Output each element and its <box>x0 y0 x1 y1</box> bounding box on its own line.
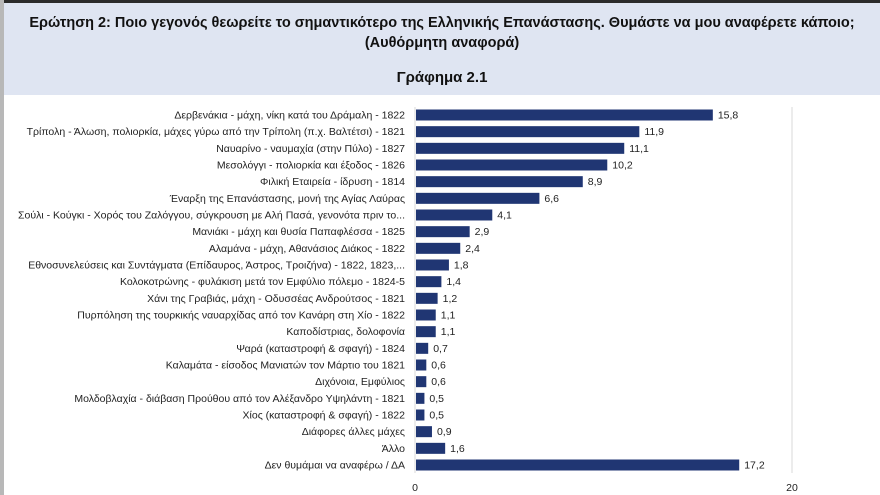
data-label: 1,8 <box>454 260 469 272</box>
top-border <box>0 0 880 3</box>
bar <box>416 226 470 238</box>
bar <box>416 126 640 138</box>
data-label: 8,9 <box>588 176 603 188</box>
category-label: Χίος (καταστροφή & σφαγή) - 1822 <box>243 410 406 422</box>
category-label: Αλαμάνα - μάχη, Αθανάσιος Διάκος - 1822 <box>209 243 405 255</box>
category-label: Μεσολόγγι - πολιορκία και έξοδος - 1826 <box>217 160 405 172</box>
category-label: Καποδίστριας, δολοφονία <box>286 326 405 338</box>
category-label: Καλαμάτα - είσοδος Μανιατών τον Μάρτιο τ… <box>166 360 405 372</box>
category-label: Ψαρά (καταστροφή & σφαγή) - 1824 <box>236 343 405 355</box>
category-label: Πυρπόληση της τουρκικής ναυαρχίδας από τ… <box>77 310 405 322</box>
category-label: Εθνοσυνελεύσεις και Συντάγματα (Επίδαυρο… <box>28 260 405 272</box>
category-label: Ναυαρίνο - ναυμαχία (στην Πύλο) - 1827 <box>216 143 405 155</box>
bar <box>416 109 713 121</box>
chart-header: Ερώτηση 2: Ποιο γεγονός θεωρείτε το σημα… <box>4 3 880 95</box>
bar <box>416 426 432 438</box>
bar <box>416 242 461 254</box>
bar <box>416 442 446 454</box>
category-label: Άλλο <box>382 443 405 455</box>
category-label: Δεν θυμάμαι να αναφέρω / ΔΑ <box>265 460 405 472</box>
bar <box>416 259 449 271</box>
data-label: 0,6 <box>431 376 446 388</box>
bar <box>416 392 425 404</box>
bar <box>416 409 425 421</box>
x-tick-label: 20 <box>786 482 798 494</box>
data-label: 1,4 <box>446 276 461 288</box>
category-label: Δερβενάκια - μάχη, νίκη κατά του Δράμαλη… <box>174 110 405 122</box>
question-line: Ερώτηση 2: Ποιο γεγονός θεωρείτε το σημα… <box>29 15 855 31</box>
data-label: 17,2 <box>744 460 765 472</box>
bar <box>416 342 429 354</box>
data-label: 11,1 <box>629 143 649 155</box>
chart-title: Γράφημα 2.1 <box>396 69 488 86</box>
data-label: 0,6 <box>431 360 446 372</box>
category-label: Διάφορες άλλες μάχες <box>302 426 405 438</box>
bar <box>416 326 436 338</box>
data-label: 1,1 <box>441 310 456 322</box>
bar <box>416 209 493 221</box>
data-label: 1,1 <box>441 326 456 338</box>
x-tick-label: 0 <box>412 482 418 494</box>
data-label: 0,5 <box>429 393 444 405</box>
data-label: 15,8 <box>718 110 739 122</box>
bar <box>416 292 438 304</box>
category-label: Φιλική Εταιρεία - ίδρυση - 1814 <box>260 176 405 188</box>
data-label: 10,2 <box>612 160 633 172</box>
left-border <box>0 0 4 495</box>
data-label: 4,1 <box>497 210 512 222</box>
bar <box>416 192 540 204</box>
data-label: 2,4 <box>465 243 480 255</box>
bar <box>416 159 608 171</box>
category-label: Κολοκοτρώνης - φυλάκιση μετά τον Εμφύλιο… <box>120 276 405 288</box>
bar <box>416 459 740 471</box>
category-label: Τρίπολη - Άλωση, πολιορκία, μάχες γύρω α… <box>27 126 406 138</box>
category-label: Διχόνοια, Εμφύλιος <box>315 376 405 388</box>
category-label: Μολδοβλαχία - διάβαση Προύθου από τον Αλ… <box>74 393 405 405</box>
category-label: Σούλι - Κούγκι - Χορός του Ζαλόγγου, σύγ… <box>18 210 405 222</box>
data-label: 1,6 <box>450 443 465 455</box>
data-label: 0,5 <box>429 410 444 422</box>
bar <box>416 309 436 321</box>
bar <box>416 176 583 188</box>
data-label: 0,9 <box>437 426 452 438</box>
bar <box>416 276 442 288</box>
data-label: 0,7 <box>433 343 448 355</box>
question-note: (Αυθόρμητη αναφορά) <box>364 35 520 51</box>
bar <box>416 359 427 371</box>
data-label: 6,6 <box>544 193 559 205</box>
data-label: 11,9 <box>644 126 664 138</box>
category-label: Έναρξη της Επανάστασης, μονή της Αγίας Λ… <box>169 193 405 205</box>
bar <box>416 376 427 388</box>
category-label: Χάνι της Γραβιάς, μάχη - Οδυσσέας Ανδρού… <box>147 293 405 305</box>
data-label: 1,2 <box>443 293 458 305</box>
data-label: 2,9 <box>475 226 490 238</box>
question-text: Ερώτηση 2: Ποιο γεγονός θεωρείτε το σημα… <box>4 13 880 53</box>
category-label: Μανιάκι - μάχη και θυσία Παπαφλέσσα - 18… <box>192 226 405 238</box>
bar <box>416 142 625 154</box>
